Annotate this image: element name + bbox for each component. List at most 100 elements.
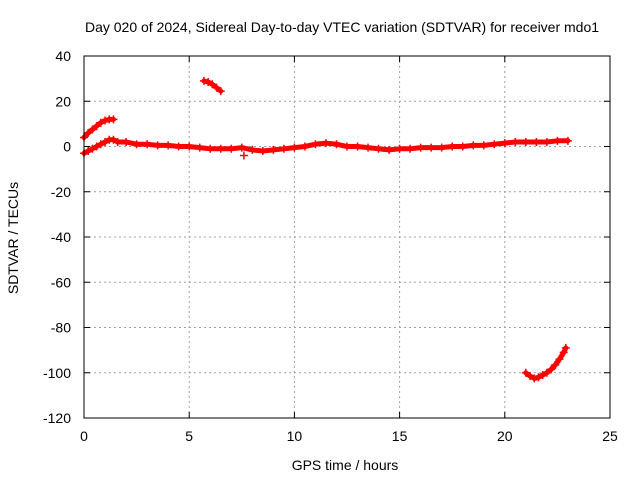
series-4	[521, 343, 570, 383]
data-point	[92, 122, 101, 131]
y-tick-label: -80	[51, 320, 71, 336]
data-point	[469, 141, 478, 150]
series-2	[199, 76, 225, 96]
data-point	[526, 372, 535, 381]
data-point	[559, 348, 568, 357]
data-point	[353, 142, 362, 151]
data-point	[521, 368, 530, 377]
data-point	[551, 360, 560, 369]
x-tick-label: 15	[392, 428, 408, 444]
data-point	[530, 374, 539, 383]
data-point	[437, 143, 446, 152]
data-point	[164, 141, 173, 150]
data-point	[248, 145, 257, 154]
data-point	[532, 137, 541, 146]
data-point	[321, 139, 330, 148]
y-tick-label: -40	[51, 229, 71, 245]
data-point	[521, 137, 530, 146]
data-point	[84, 147, 93, 156]
data-point	[416, 143, 425, 152]
data-point	[239, 151, 248, 160]
data-point	[479, 141, 488, 150]
series-3	[239, 151, 248, 160]
data-point	[500, 139, 509, 148]
data-point	[92, 142, 101, 151]
data-point	[511, 137, 520, 146]
x-tick-label: 10	[287, 428, 303, 444]
data-point	[237, 143, 246, 152]
data-point	[458, 142, 467, 151]
data-point	[204, 78, 213, 87]
data-point	[143, 140, 152, 149]
data-point	[174, 142, 183, 151]
data-point	[555, 355, 564, 364]
data-point	[279, 144, 288, 153]
data-point	[88, 144, 97, 153]
data-point	[216, 87, 225, 96]
data-point	[101, 116, 110, 125]
grid-layer	[84, 56, 610, 418]
x-tick-label: 0	[80, 428, 88, 444]
data-point	[547, 365, 556, 374]
chart-title: Day 020 of 2024, Sidereal Day-to-day VTE…	[85, 19, 599, 35]
data-point	[374, 144, 383, 153]
data-point	[122, 137, 131, 146]
data-point	[385, 145, 394, 154]
data-point	[490, 140, 499, 149]
data-point	[132, 140, 141, 149]
y-tick-label: 40	[55, 48, 71, 64]
x-tick-label: 25	[602, 428, 618, 444]
data-point	[427, 143, 436, 152]
data-point	[208, 80, 217, 89]
data-point	[561, 343, 570, 352]
x-axis-label: GPS time / hours	[292, 457, 399, 473]
data-point	[300, 142, 309, 151]
data-point	[542, 368, 551, 377]
data-point	[542, 137, 551, 146]
x-tick-label: 5	[185, 428, 193, 444]
y-tick-label: -60	[51, 274, 71, 290]
data-point	[448, 142, 457, 151]
y-tick-label: -20	[51, 184, 71, 200]
data-point	[212, 83, 221, 92]
data-point	[269, 145, 278, 154]
data-point	[534, 373, 543, 382]
data-point	[88, 125, 97, 134]
y-axis-label: SDTVAR / TECUs	[5, 182, 21, 294]
tick-layer: 0 5 10 15 20 25 -120 -100 -80 -60 -40 -20 0 20 40	[43, 48, 618, 444]
data-point	[199, 76, 208, 85]
data-point	[290, 143, 299, 152]
data-point	[153, 141, 162, 150]
data-point	[364, 143, 373, 152]
data-point	[101, 137, 110, 146]
y-tick-label: 20	[55, 93, 71, 109]
y-tick-label: -120	[43, 410, 71, 426]
data-point	[216, 144, 225, 153]
data-point	[185, 142, 194, 151]
data-point	[563, 136, 572, 145]
data-point	[258, 147, 267, 156]
data-point	[84, 128, 93, 137]
data-point	[96, 118, 105, 127]
data-point	[227, 144, 236, 153]
data-point	[109, 115, 118, 124]
data-point	[395, 144, 404, 153]
data-point	[109, 135, 118, 144]
y-tick-label: 0	[63, 139, 71, 155]
data-point	[343, 142, 351, 151]
data-point	[195, 143, 204, 152]
x-tick-label: 20	[497, 428, 513, 444]
data-point	[96, 140, 105, 149]
data-point	[538, 371, 547, 380]
series-0	[80, 135, 572, 158]
series-band	[81, 137, 571, 156]
data-point	[406, 144, 415, 153]
y-tick-label: -100	[43, 365, 71, 381]
data-point	[311, 140, 320, 149]
data-point	[113, 137, 122, 146]
data-point	[553, 136, 562, 145]
data-layer	[80, 76, 572, 383]
data-point	[332, 140, 341, 149]
